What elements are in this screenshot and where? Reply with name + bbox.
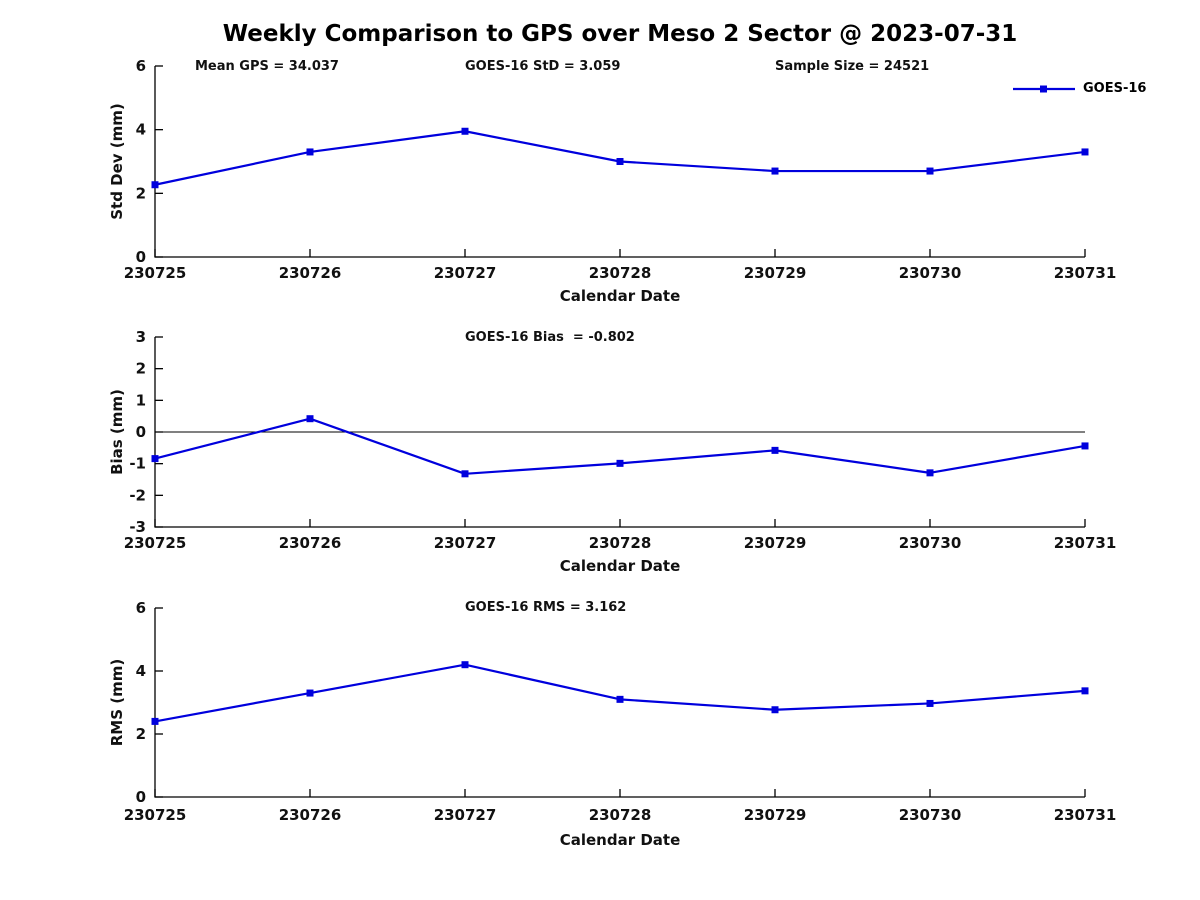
y-tick-label: 1 [136, 391, 146, 409]
x-tick-label: 230730 [899, 534, 962, 552]
data-point-marker [926, 167, 934, 175]
x-tick-label: 230729 [744, 534, 807, 552]
bias-subplot: -3 -2 -1 0 1 2 3 230725 230726 230727 230728 230729… [108, 328, 1117, 575]
data-point-marker [1081, 442, 1089, 450]
x-axis-label: Calendar Date [560, 831, 681, 849]
legend-marker [1040, 85, 1047, 92]
y-axis-label: Bias (mm) [108, 389, 126, 475]
x-tick-label: 230728 [589, 806, 652, 824]
x-tick-label: 230730 [899, 264, 962, 282]
data-point-marker [151, 717, 159, 725]
y-tick-label: 2 [136, 725, 146, 743]
y-tick-label: 2 [136, 360, 146, 378]
data-point-marker [151, 455, 159, 463]
y-tick-label: 0 [136, 248, 146, 266]
x-tick-label: 230725 [124, 534, 187, 552]
data-point-marker [771, 167, 779, 175]
annotation-goes16-std: GOES-16 StD = 3.059 [465, 59, 621, 74]
data-point-marker [616, 158, 624, 165]
annotation-sample-size: Sample Size = 24521 [775, 59, 930, 74]
y-tick-label: -2 [129, 486, 146, 504]
y-tick-label: -3 [129, 518, 146, 536]
y-tick-label: 4 [136, 121, 146, 139]
data-point-marker [771, 446, 779, 454]
legend-label: GOES-16 [1083, 81, 1147, 96]
x-tick-label: 230728 [589, 264, 652, 282]
data-point-marker [616, 459, 624, 467]
x-tick-label: 230727 [434, 264, 497, 282]
data-point-marker [926, 699, 934, 707]
data-point-marker [926, 469, 934, 477]
x-tick-label: 230726 [279, 264, 342, 282]
y-tick-label: -1 [129, 455, 146, 473]
annotation-goes16-bias: GOES-16 Bias = -0.802 [465, 330, 635, 345]
y-tick-label: 0 [136, 788, 146, 806]
x-tick-label: 230726 [279, 806, 342, 824]
y-tick-label: 4 [136, 662, 146, 680]
figure-title: Weekly Comparison to GPS over Meso 2 Sec… [222, 21, 1018, 47]
y-tick-label: 6 [136, 599, 146, 617]
x-tick-label: 230731 [1054, 806, 1117, 824]
data-point-marker [461, 470, 469, 478]
data-point-marker [616, 695, 624, 703]
y-axis-label: Std Dev (mm) [108, 103, 126, 220]
x-tick-label: 230725 [124, 806, 187, 824]
y-axis-label: RMS (mm) [108, 659, 126, 746]
data-point-marker [461, 661, 469, 669]
x-tick-label: 230731 [1054, 264, 1117, 282]
rms-subplot: 0 2 4 6 230725 230726 230727 230728 230729 230730… [108, 599, 1117, 849]
data-point-marker [1081, 148, 1089, 156]
data-line [154, 130, 1086, 186]
annotation-mean-gps: Mean GPS = 34.037 [195, 59, 339, 74]
y-tick-label: 6 [136, 57, 146, 75]
x-tick-label: 230730 [899, 806, 962, 824]
legend-line-icon [1013, 85, 1075, 92]
y-tick-label: 3 [136, 328, 146, 346]
data-point-marker [771, 706, 779, 714]
data-point-marker [306, 415, 314, 423]
data-point-marker [306, 148, 314, 156]
x-tick-label: 230731 [1054, 534, 1117, 552]
x-tick-label: 230727 [434, 534, 497, 552]
x-tick-label: 230727 [434, 806, 497, 824]
x-tick-label: 230728 [589, 534, 652, 552]
x-tick-label: 230725 [124, 264, 187, 282]
stddev-subplot: 0 2 4 6 230725 230726 230727 230728 230729 230730… [108, 57, 1117, 305]
data-point-marker [306, 689, 314, 697]
x-tick-label: 230726 [279, 534, 342, 552]
data-line [154, 663, 1086, 723]
data-point-marker [151, 181, 159, 189]
legend: GOES-16 [1012, 81, 1146, 96]
y-tick-label: 0 [136, 423, 146, 441]
x-axis-label: Calendar Date [560, 557, 681, 575]
x-tick-label: 230729 [744, 806, 807, 824]
x-axis-label: Calendar Date [560, 287, 681, 305]
data-point-marker [461, 127, 469, 135]
annotation-goes16-rms: GOES-16 RMS = 3.162 [465, 600, 627, 615]
x-tick-label: 230729 [744, 264, 807, 282]
data-point-marker [1081, 687, 1089, 695]
y-tick-label: 2 [136, 184, 146, 202]
